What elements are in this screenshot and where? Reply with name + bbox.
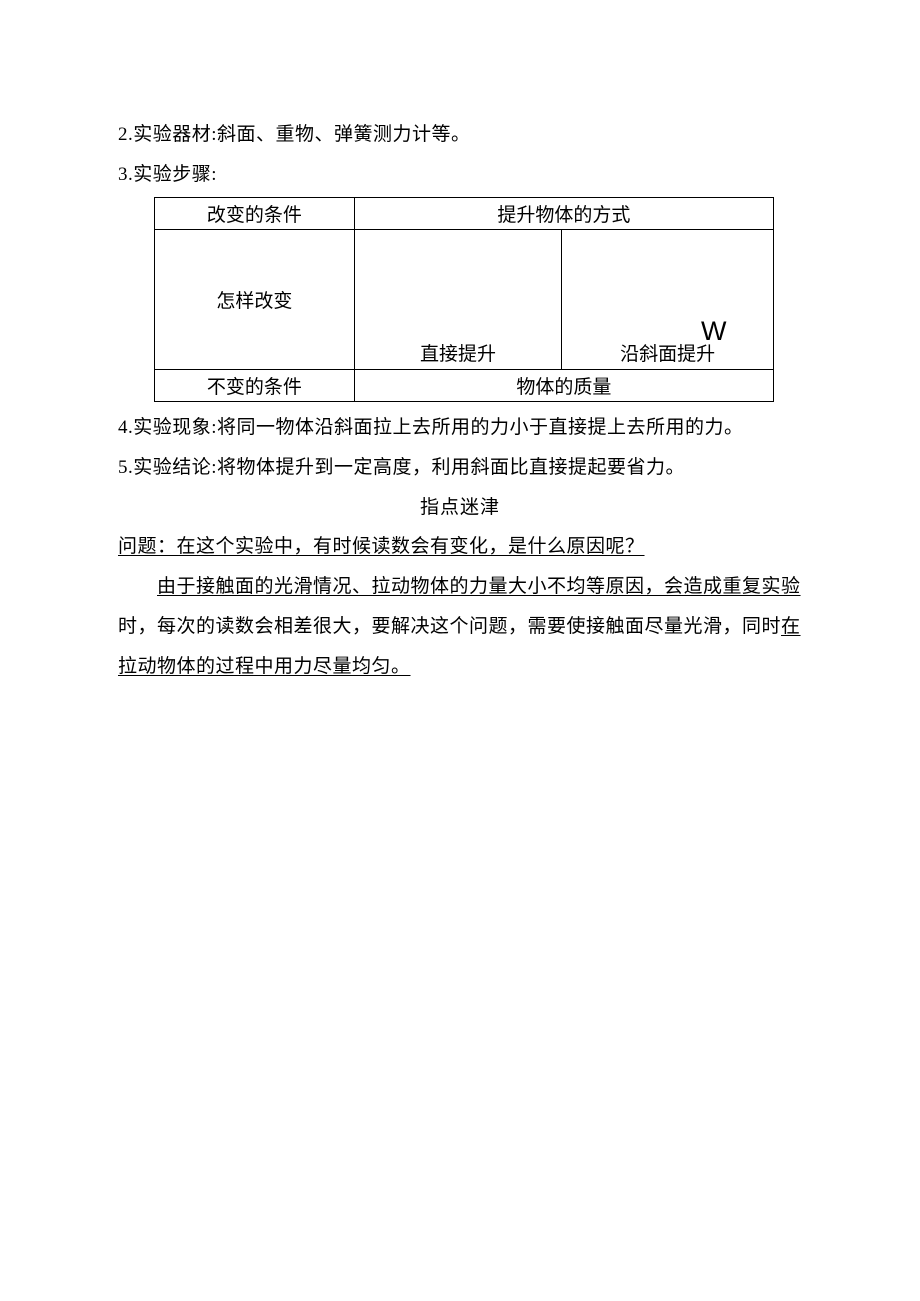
experiment-table: 改变的条件 提升物体的方式 怎样改变 直接提升 W 沿斜面提升 不变的条件 物体… <box>154 197 774 402</box>
cell-incline-lift-diagram: W 沿斜面提升 <box>562 229 774 369</box>
incline-lift-caption: 沿斜面提升 <box>562 339 773 366</box>
cell-changed-condition-label: 改变的条件 <box>155 197 355 229</box>
table-row: 怎样改变 直接提升 W 沿斜面提升 <box>155 229 774 369</box>
cell-constant-condition-label: 不变的条件 <box>155 369 355 401</box>
answer-line-3: 拉动物体的过程中用力尽量均匀。 <box>118 647 802 687</box>
answer-line-1: 由于接触面的光滑情况、拉动物体的力量大小不均等原因，会造成重复实验 <box>118 567 802 607</box>
cell-how-to-change-label: 怎样改变 <box>155 229 355 369</box>
cell-direct-lift-diagram: 直接提升 <box>354 229 562 369</box>
answer-plain: 时，每次的读数会相差很大，要解决这个问题，需要使接触面尽量光滑，同时 <box>118 616 781 637</box>
document-page: 2.实验器材:斜面、重物、弹簧测力计等。 3.实验步骤: 改变的条件 提升物体的… <box>0 0 920 1301</box>
table-row: 改变的条件 提升物体的方式 <box>155 197 774 229</box>
table-row: 不变的条件 物体的质量 <box>155 369 774 401</box>
paragraph-apparatus: 2.实验器材:斜面、重物、弹簧测力计等。 <box>118 115 802 155</box>
answer-underline-1: 由于接触面的光滑情况、拉动物体的力量大小不均等原因，会造成重复实验 <box>157 576 801 597</box>
question-text: 问题：在这个实验中，有时候读数会有变化，是什么原因呢？ <box>118 536 645 557</box>
answer-line-2: 时，每次的读数会相差很大，要解决这个问题，需要使接触面尽量光滑，同时在 <box>118 607 802 647</box>
answer-underline-2b: 拉动物体的过程中用力尽量均匀。 <box>118 656 411 677</box>
section-heading: 指点迷津 <box>118 488 802 528</box>
direct-lift-caption: 直接提升 <box>355 339 562 366</box>
cell-lift-method-label: 提升物体的方式 <box>354 197 773 229</box>
answer-underline-2a: 在 <box>781 616 801 637</box>
paragraph-steps-label: 3.实验步骤: <box>118 155 802 195</box>
paragraph-conclusion: 5.实验结论:将物体提升到一定高度，利用斜面比直接提起要省力。 <box>118 448 802 488</box>
paragraph-phenomenon: 4.实验现象:将同一物体沿斜面拉上去所用的力小于直接提上去所用的力。 <box>118 408 802 448</box>
question-line: 问题：在这个实验中，有时候读数会有变化，是什么原因呢？ <box>118 527 802 567</box>
cell-object-mass: 物体的质量 <box>354 369 773 401</box>
